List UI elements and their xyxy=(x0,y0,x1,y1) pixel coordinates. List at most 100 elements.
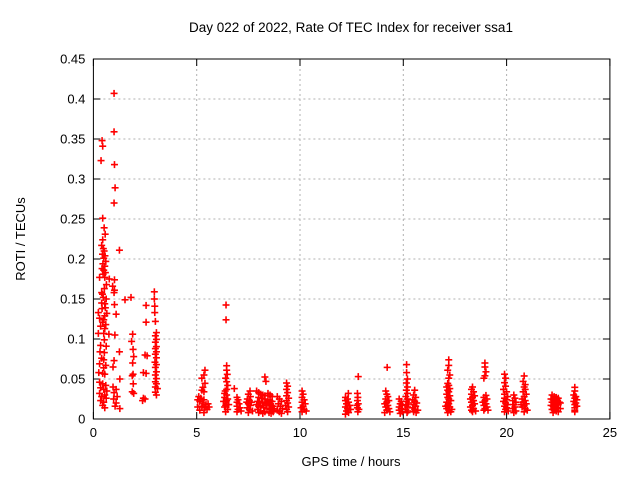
data-point-marker xyxy=(112,310,120,318)
data-point-marker xyxy=(150,288,158,296)
y-tick-label: 0.05 xyxy=(60,372,85,387)
y-tick-label: 0.1 xyxy=(67,332,85,347)
data-point-marker xyxy=(100,349,108,357)
data-point-marker xyxy=(109,282,117,290)
data-point-marker xyxy=(100,336,108,344)
data-point-marker xyxy=(444,366,452,374)
data-point-marker xyxy=(97,157,105,165)
data-point-marker xyxy=(110,289,118,297)
data-point-marker xyxy=(442,402,450,410)
data-point-marker xyxy=(571,408,579,416)
data-point-marker xyxy=(501,379,509,387)
data-point-marker xyxy=(101,312,109,320)
data-point-marker xyxy=(151,363,159,371)
x-axis-label: GPS time / hours xyxy=(302,454,401,469)
data-point-marker xyxy=(194,396,202,404)
x-tick-label: 5 xyxy=(193,425,200,440)
data-point-marker xyxy=(110,128,118,136)
data-point-marker xyxy=(353,401,361,409)
data-point-marker xyxy=(445,361,453,369)
data-point-marker xyxy=(448,405,456,413)
data-point-marker xyxy=(102,281,110,289)
data-point-marker xyxy=(102,321,110,329)
data-point-marker xyxy=(111,331,119,339)
data-point-marker xyxy=(113,393,121,401)
data-point-marker xyxy=(403,383,411,391)
data-point-marker xyxy=(151,332,159,340)
data-point-marker xyxy=(127,293,135,301)
data-point-marker xyxy=(110,301,118,309)
plot-border xyxy=(92,58,611,420)
data-point-marker xyxy=(480,374,488,382)
data-point-marker xyxy=(517,401,525,409)
y-tick-label: 0.2 xyxy=(67,252,85,267)
data-point-marker xyxy=(129,380,137,388)
data-point-marker xyxy=(152,368,160,376)
y-tick-label: 0.3 xyxy=(67,172,85,187)
data-point-marker xyxy=(112,399,120,407)
data-point-marker xyxy=(152,329,160,337)
data-point-marker xyxy=(469,408,477,416)
data-point-marker xyxy=(102,394,110,402)
plot-frame xyxy=(92,58,611,420)
data-point-marker xyxy=(101,325,109,333)
data-point-marker xyxy=(412,409,420,417)
data-point-marker xyxy=(243,398,251,406)
x-tick-label: 15 xyxy=(396,425,410,440)
data-point-marker xyxy=(444,409,452,417)
data-point-marker xyxy=(480,406,488,414)
data-point-marker xyxy=(502,374,510,382)
data-point-marker xyxy=(110,199,118,207)
data-point-marker xyxy=(520,408,528,416)
data-point-marker xyxy=(96,348,104,356)
data-point-marker xyxy=(151,371,159,379)
data-point-marker xyxy=(151,317,159,325)
data-point-marker xyxy=(269,408,277,416)
data-point-marker xyxy=(386,408,394,416)
data-point-marker xyxy=(143,352,151,360)
y-tick-label: 0.45 xyxy=(60,52,85,67)
y-tick-label: 0.35 xyxy=(60,132,85,147)
data-point-marker xyxy=(151,302,159,310)
tick-marks xyxy=(92,58,611,420)
data-point-marker xyxy=(194,403,202,411)
data-point-marker xyxy=(222,301,230,309)
data-point-marker xyxy=(96,360,104,368)
data-point-marker xyxy=(142,301,150,309)
data-point-marker xyxy=(504,407,512,415)
tick-labels: 0 5 10 15 20 25 0 0.05 0.1 0.15 0.2 0.25 0.3 0.35 0.4 0… xyxy=(60,52,617,441)
data-point-marker xyxy=(510,409,518,417)
data-point-marker xyxy=(222,408,230,416)
data-point-marker xyxy=(445,374,453,382)
data-point-marker xyxy=(110,357,118,365)
y-tick-label: 0.25 xyxy=(60,212,85,227)
data-point-marker xyxy=(403,369,411,377)
data-point-marker xyxy=(103,387,111,395)
data-point-marker xyxy=(383,363,391,371)
y-tick-label: 0.4 xyxy=(67,92,85,107)
data-point-marker xyxy=(255,409,263,417)
data-point-marker xyxy=(355,405,363,413)
data-point-marker xyxy=(302,407,310,415)
x-tick-label: 10 xyxy=(293,425,307,440)
data-point-marker xyxy=(200,396,208,404)
data-point-marker xyxy=(402,379,410,387)
data-point-marker xyxy=(109,363,117,371)
data-point-marker xyxy=(222,374,230,382)
data-point-marker xyxy=(298,387,306,395)
data-point-marker xyxy=(101,230,109,238)
data-point-marker xyxy=(99,142,107,150)
data-point-marker xyxy=(152,391,160,399)
data-point-marker xyxy=(260,401,268,409)
data-point-marker xyxy=(130,389,138,397)
data-point-marker xyxy=(153,385,161,393)
data-point-marker xyxy=(244,409,252,417)
data-point-marker xyxy=(151,338,159,346)
data-point-marker xyxy=(354,373,362,381)
data-point-marker xyxy=(200,409,208,417)
data-point-marker xyxy=(142,318,150,326)
data-point-marker xyxy=(556,399,564,407)
data-point-marker xyxy=(261,373,269,381)
